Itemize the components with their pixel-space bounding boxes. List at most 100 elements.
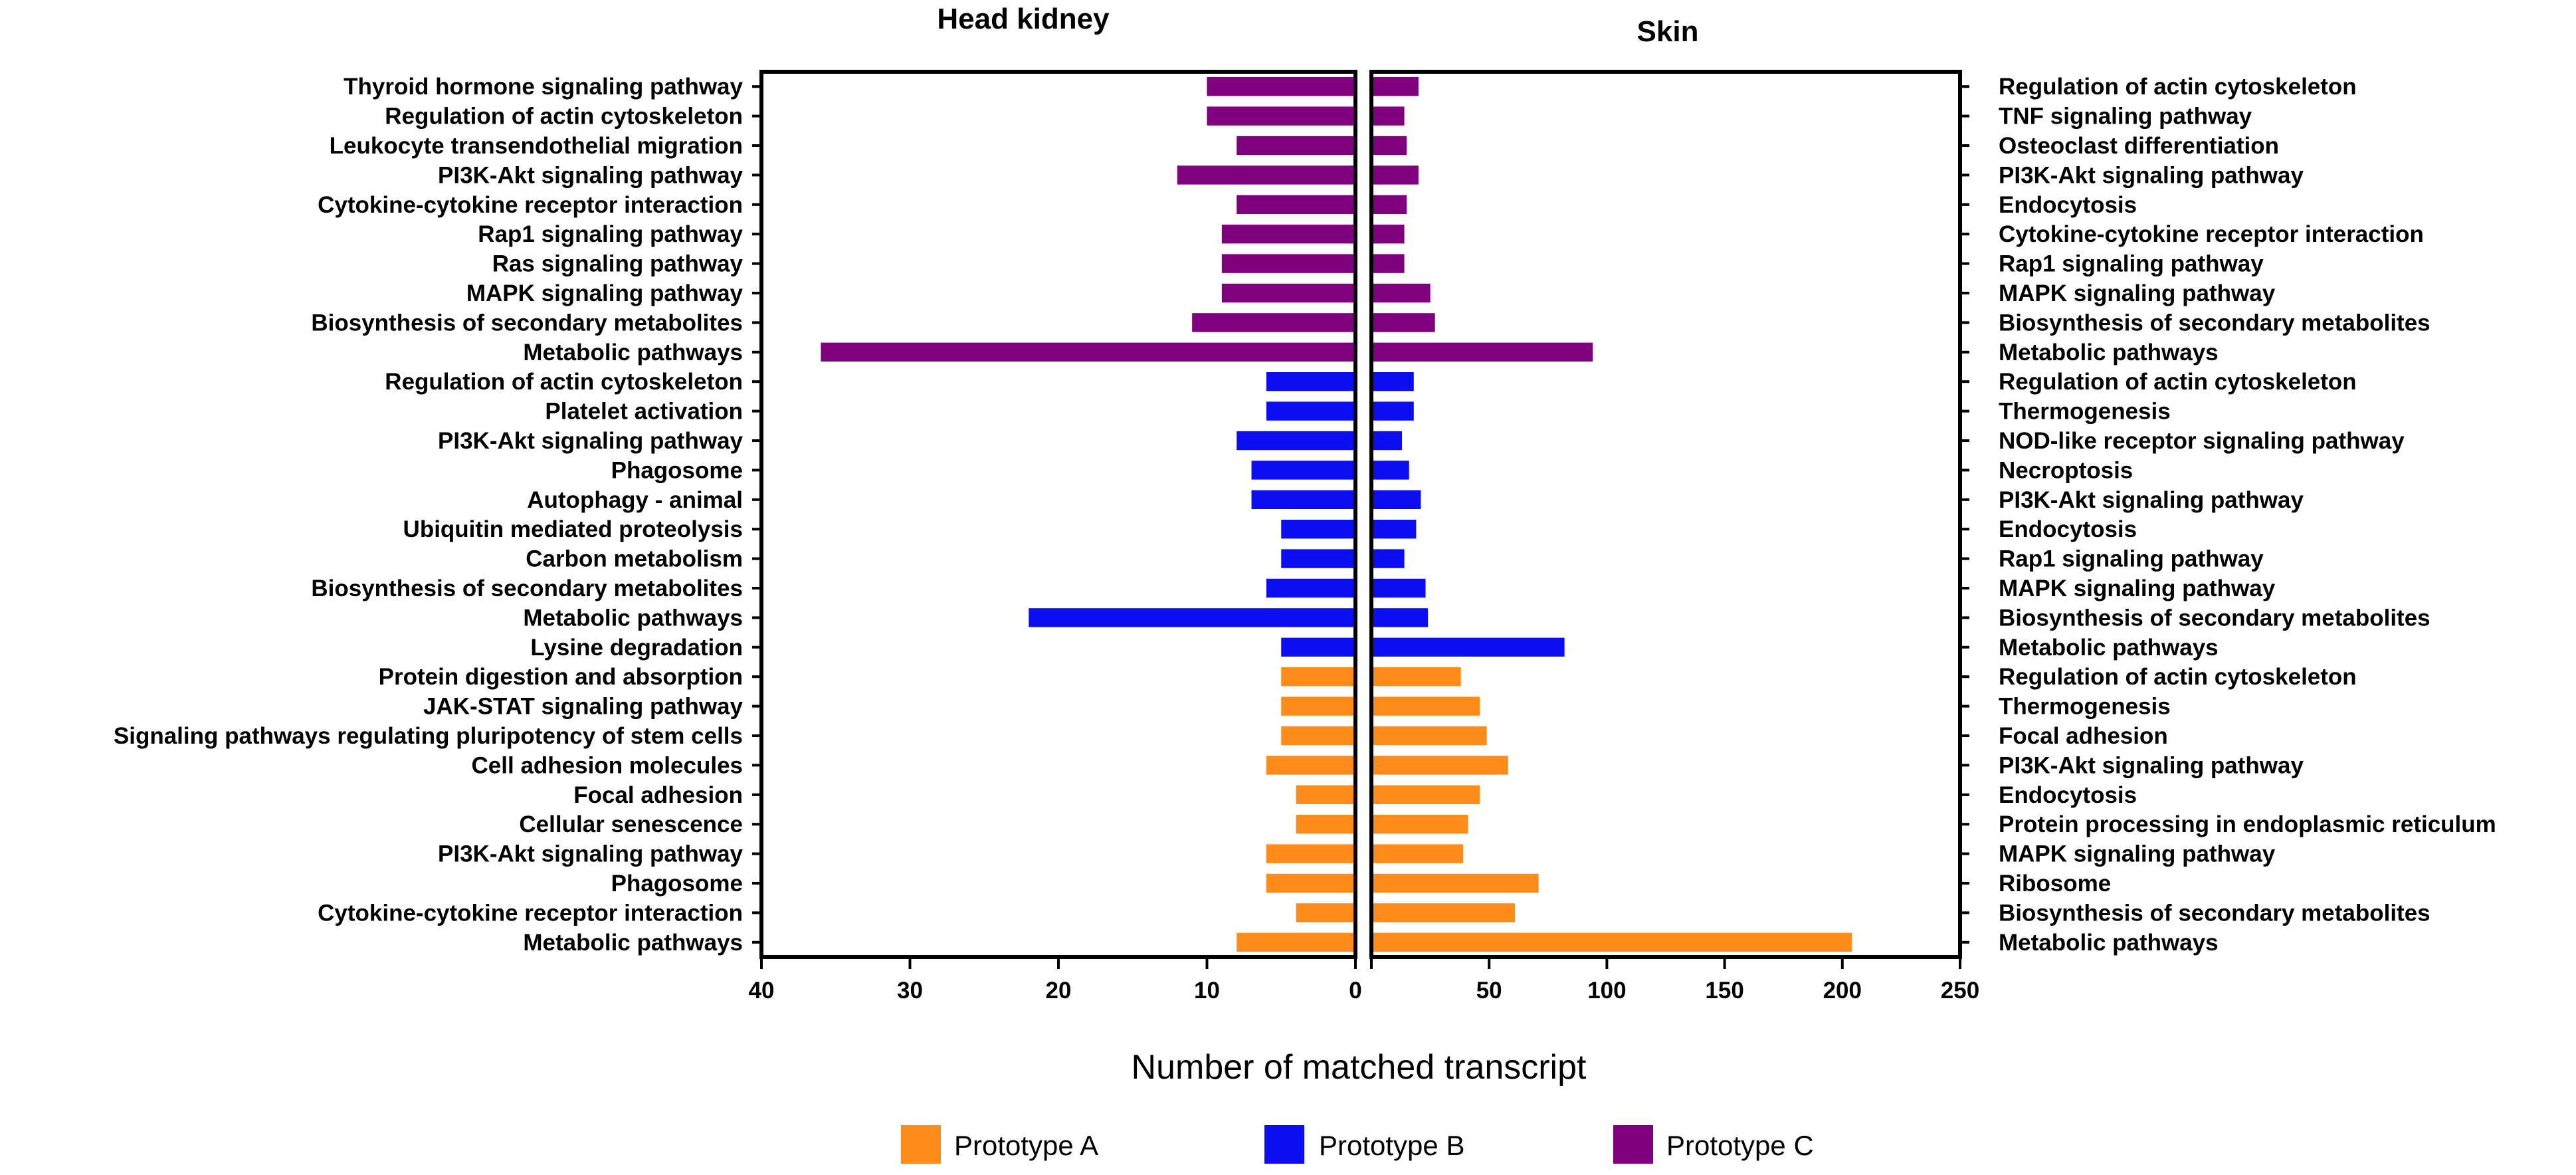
category-label-skin: Focal adhesion bbox=[1999, 723, 2168, 749]
bar-skin-cytokine-cytokine-receptor-interaction bbox=[1371, 224, 1405, 244]
bar-head-kidney-protein-digestion-and-absorption bbox=[1281, 667, 1355, 687]
bar-head-kidney-pi3k-akt-signaling-pathway bbox=[1237, 431, 1355, 451]
x-tick-label-skin: 200 bbox=[1823, 978, 1862, 1004]
bar-skin-nod-like-receptor-signaling-pathway bbox=[1371, 431, 1403, 451]
bar-skin-focal-adhesion bbox=[1371, 726, 1487, 746]
bar-head-kidney-metabolic-pathways bbox=[1029, 608, 1355, 627]
category-label-skin: MAPK signaling pathway bbox=[1999, 841, 2276, 867]
category-label-head-kidney: Ras signaling pathway bbox=[492, 251, 743, 277]
bar-skin-regulation-of-actin-cytoskeleton bbox=[1371, 372, 1414, 391]
category-label-skin: Biosynthesis of secondary metabolites bbox=[1999, 310, 2430, 336]
category-label-head-kidney: Regulation of actin cytoskeleton bbox=[385, 369, 743, 395]
category-label-head-kidney: Protein digestion and absorption bbox=[379, 664, 743, 690]
category-label-skin: Rap1 signaling pathway bbox=[1999, 546, 2264, 572]
category-label-skin: PI3K-Akt signaling pathway bbox=[1999, 162, 2304, 188]
skin-title: Skin bbox=[1637, 15, 1699, 48]
x-axes: 40 30 20 10 0 50 100 150 200 250 bbox=[749, 955, 1979, 1004]
bar-skin-mapk-signaling-pathway bbox=[1371, 844, 1464, 863]
category-label-skin: Necroptosis bbox=[1999, 457, 2133, 483]
category-label-head-kidney: Metabolic pathways bbox=[523, 930, 743, 956]
bar-head-kidney-platelet-activation bbox=[1266, 401, 1355, 421]
category-label-skin: MAPK signaling pathway bbox=[1999, 280, 2276, 306]
bar-skin-metabolic-pathways bbox=[1371, 342, 1593, 362]
category-label-skin: Endocytosis bbox=[1999, 782, 2137, 808]
bar-skin-endocytosis bbox=[1371, 519, 1417, 539]
bar-head-kidney-biosynthesis-of-secondary-metabolites bbox=[1192, 313, 1355, 332]
bar-head-kidney-pi3k-akt-signaling-pathway bbox=[1177, 165, 1355, 185]
category-label-head-kidney: Phagosome bbox=[611, 457, 743, 483]
x-tick-label-head-kidney: 10 bbox=[1194, 978, 1220, 1004]
category-label-skin: Rap1 signaling pathway bbox=[1999, 251, 2264, 277]
bar-head-kidney-signaling-pathways-regulating-pluripotency-of-stem-cells bbox=[1281, 726, 1355, 746]
bar-skin-rap1-signaling-pathway bbox=[1371, 254, 1405, 273]
bar-skin-regulation-of-actin-cytoskeleton bbox=[1371, 76, 1419, 96]
bar-skin-necroptosis bbox=[1371, 461, 1409, 480]
bar-skin-pi3k-akt-signaling-pathway bbox=[1371, 490, 1421, 510]
skin-bars bbox=[1371, 76, 1852, 952]
head-kidney-category-labels: Thyroid hormone signaling pathway Regulat… bbox=[114, 74, 761, 956]
category-label-head-kidney: Ubiquitin mediated proteolysis bbox=[403, 516, 743, 542]
bar-skin-pi3k-akt-signaling-pathway bbox=[1371, 165, 1419, 185]
bar-skin-mapk-signaling-pathway bbox=[1371, 283, 1431, 303]
category-label-head-kidney: JAK-STAT signaling pathway bbox=[423, 694, 743, 720]
category-label-skin: Biosynthesis of secondary metabolites bbox=[1999, 605, 2430, 631]
category-label-head-kidney: Biosynthesis of secondary metabolites bbox=[311, 310, 743, 336]
category-label-head-kidney: Phagosome bbox=[611, 871, 743, 897]
category-label-head-kidney: Platelet activation bbox=[545, 399, 743, 425]
category-label-head-kidney: Carbon metabolism bbox=[526, 546, 743, 572]
x-tick-label-head-kidney: 20 bbox=[1046, 978, 1072, 1004]
category-label-skin: Endocytosis bbox=[1999, 516, 2137, 542]
bar-skin-biosynthesis-of-secondary-metabolites bbox=[1371, 313, 1435, 332]
category-label-skin: Osteoclast differentiation bbox=[1999, 133, 2279, 159]
bar-skin-biosynthesis-of-secondary-metabolites bbox=[1371, 903, 1516, 922]
bar-skin-mapk-signaling-pathway bbox=[1371, 578, 1426, 598]
category-label-head-kidney: PI3K-Akt signaling pathway bbox=[438, 841, 743, 867]
bar-head-kidney-ubiquitin-mediated-proteolysis bbox=[1281, 519, 1355, 539]
bar-skin-biosynthesis-of-secondary-metabolites bbox=[1371, 608, 1429, 627]
bar-head-kidney-lysine-degradation bbox=[1281, 637, 1355, 657]
bar-skin-osteoclast-differentiation bbox=[1371, 136, 1407, 156]
legend: Prototype A Prototype B Prototype C bbox=[901, 1125, 1814, 1164]
legend-label-prototype-b: Prototype B bbox=[1319, 1130, 1464, 1161]
category-label-head-kidney: Metabolic pathways bbox=[523, 605, 743, 631]
category-label-skin: Regulation of actin cytoskeleton bbox=[1999, 74, 2357, 100]
legend-swatch-prototype-a bbox=[901, 1125, 941, 1164]
category-label-skin: Cytokine-cytokine receptor interaction bbox=[1999, 221, 2424, 247]
bar-head-kidney-ras-signaling-pathway bbox=[1221, 254, 1355, 273]
bar-head-kidney-regulation-of-actin-cytoskeleton bbox=[1266, 372, 1355, 391]
category-label-head-kidney: PI3K-Akt signaling pathway bbox=[438, 428, 743, 454]
x-axis-label: Number of matched transcript bbox=[1132, 1048, 1587, 1087]
category-label-skin: Thermogenesis bbox=[1999, 399, 2171, 425]
bar-head-kidney-focal-adhesion bbox=[1296, 785, 1355, 805]
category-label-skin: MAPK signaling pathway bbox=[1999, 576, 2276, 601]
x-tick-label-skin: 50 bbox=[1476, 978, 1502, 1004]
category-label-head-kidney: Thyroid hormone signaling pathway bbox=[344, 74, 743, 100]
category-label-skin: PI3K-Akt signaling pathway bbox=[1999, 487, 2304, 513]
category-label-head-kidney: Autophagy - animal bbox=[527, 487, 743, 513]
bar-skin-thermogenesis bbox=[1371, 401, 1414, 421]
bar-head-kidney-carbon-metabolism bbox=[1281, 549, 1355, 568]
category-label-skin: Regulation of actin cytoskeleton bbox=[1999, 369, 2357, 395]
bar-head-kidney-pi3k-akt-signaling-pathway bbox=[1266, 844, 1355, 863]
category-label-skin: Endocytosis bbox=[1999, 192, 2137, 218]
category-label-skin: Thermogenesis bbox=[1999, 694, 2171, 720]
category-label-head-kidney: Metabolic pathways bbox=[523, 340, 743, 366]
bar-skin-endocytosis bbox=[1371, 785, 1480, 805]
skin-category-labels: Regulation of actin cytoskeleton TNF sign… bbox=[1960, 74, 2496, 956]
bar-head-kidney-rap1-signaling-pathway bbox=[1221, 224, 1355, 244]
category-label-skin: Metabolic pathways bbox=[1999, 340, 2219, 366]
bar-head-kidney-autophagy-animal bbox=[1251, 490, 1355, 510]
category-label-skin: Regulation of actin cytoskeleton bbox=[1999, 664, 2357, 690]
category-label-skin: Biosynthesis of secondary metabolites bbox=[1999, 900, 2430, 926]
head-kidney-bars bbox=[821, 76, 1355, 952]
category-label-head-kidney: Lysine degradation bbox=[530, 635, 743, 661]
x-tick-label-head-kidney: 30 bbox=[897, 978, 923, 1004]
category-label-head-kidney: Focal adhesion bbox=[573, 782, 743, 808]
bar-skin-regulation-of-actin-cytoskeleton bbox=[1371, 667, 1461, 687]
category-label-head-kidney: Leukocyte transendothelial migration bbox=[330, 133, 743, 159]
legend-item-prototype-a: Prototype A bbox=[901, 1125, 1098, 1164]
bar-head-kidney-cytokine-cytokine-receptor-interaction bbox=[1296, 903, 1355, 922]
bar-skin-metabolic-pathways bbox=[1371, 932, 1852, 952]
x-tick-label-skin: 150 bbox=[1705, 978, 1743, 1004]
